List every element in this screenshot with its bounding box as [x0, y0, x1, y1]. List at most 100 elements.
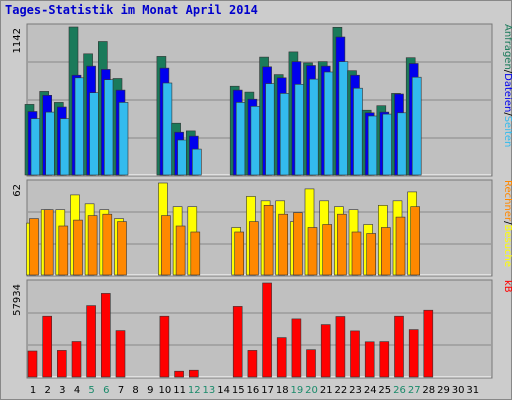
- bar-seiten-day-7: [118, 102, 129, 176]
- legend-entry: Anfragen: [502, 24, 512, 70]
- x-tick-label-17: 17: [261, 385, 274, 396]
- bar-rechner-day-1: [29, 218, 39, 276]
- bar-rechner-day-27: [410, 206, 421, 276]
- legend-entry: Dateien: [502, 73, 512, 112]
- bar-rechner-day-2: [43, 209, 54, 276]
- bar-kb-day-2: [42, 315, 53, 378]
- x-tick-label-4: 4: [74, 385, 80, 396]
- bar-rechner-day-25: [380, 227, 391, 276]
- bar-rechner-day-11: [175, 225, 186, 276]
- x-tick-label-22: 22: [335, 385, 348, 396]
- x-tick-label-15: 15: [232, 385, 245, 396]
- x-tick-label-10: 10: [159, 385, 172, 396]
- legend-kb: kB: [502, 280, 512, 293]
- x-tick-label-13: 13: [203, 385, 216, 396]
- bar-kb-day-28: [423, 309, 434, 378]
- x-tick-label-30: 30: [452, 385, 465, 396]
- chart-title: Tages-Statistik im Monat April 2014: [5, 3, 258, 17]
- bar-seiten-day-6: [104, 79, 114, 176]
- x-tick-label-8: 8: [132, 385, 138, 396]
- bar-rechner-day-3: [58, 225, 69, 276]
- bar-rechner-day-7: [117, 221, 127, 276]
- bar-rechner-day-19: [293, 212, 303, 276]
- bar-kb-day-10: [159, 315, 170, 378]
- bar-seiten-day-12: [192, 148, 202, 176]
- bar-rechner-day-4: [73, 219, 83, 276]
- bar-kb-day-26: [394, 315, 404, 378]
- legend-entry: /: [502, 112, 512, 116]
- x-tick-label-29: 29: [437, 385, 450, 396]
- x-tick-label-1: 1: [30, 385, 36, 396]
- x-tick-label-18: 18: [276, 385, 289, 396]
- x-tick-label-20: 20: [305, 385, 318, 396]
- y-max-label-visits: 62: [12, 184, 23, 197]
- y-max-label-kb: 57934: [12, 284, 23, 316]
- x-tick-label-27: 27: [408, 385, 421, 396]
- bar-kb-day-25: [379, 341, 390, 378]
- x-tick-label-5: 5: [88, 385, 94, 396]
- bar-kb-day-16: [247, 350, 258, 378]
- bar-seiten-day-20: [309, 78, 319, 176]
- bar-seiten-day-23: [353, 87, 363, 176]
- bar-seiten-day-22: [338, 61, 349, 176]
- bar-kb-day-6: [101, 293, 111, 378]
- bar-seiten-day-5: [89, 92, 99, 176]
- x-tick-label-2: 2: [45, 385, 51, 396]
- bar-seiten-day-15: [235, 102, 246, 176]
- x-tick-label-24: 24: [364, 385, 377, 396]
- bar-kb-day-11: [174, 370, 184, 378]
- bar-seiten-day-16: [250, 106, 261, 176]
- bar-rechner-day-24: [366, 233, 377, 276]
- x-tick-label-11: 11: [173, 385, 186, 396]
- bar-kb-day-27: [408, 329, 419, 378]
- legend-entry: kB: [502, 280, 512, 293]
- legend-entry: Seiten: [502, 116, 512, 148]
- x-tick-label-3: 3: [59, 385, 65, 396]
- legend-entry: /: [502, 70, 512, 74]
- panel-kb: [26, 279, 493, 379]
- bar-rechner-day-6: [102, 213, 113, 276]
- bar-kb-day-23: [350, 330, 360, 378]
- bar-kb-day-18: [276, 337, 287, 378]
- bar-rechner-day-10: [161, 215, 171, 276]
- bar-rechner-day-18: [278, 213, 289, 276]
- x-tick-label-23: 23: [349, 385, 362, 396]
- bar-seiten-day-21: [323, 71, 334, 176]
- bar-kb-day-4: [71, 341, 82, 378]
- bar-kb-day-3: [56, 350, 67, 378]
- x-tick-label-19: 19: [291, 385, 304, 396]
- y-max-label-hits: 1142: [12, 28, 23, 53]
- x-tick-label-25: 25: [378, 385, 391, 396]
- bar-rechner-day-17: [263, 205, 274, 276]
- bar-rechner-day-12: [190, 231, 201, 276]
- bar-seiten-day-18: [279, 93, 290, 176]
- x-tick-label-12: 12: [188, 385, 201, 396]
- x-tick-label-6: 6: [103, 385, 109, 396]
- bar-kb-day-21: [320, 324, 331, 378]
- bar-seiten-day-26: [397, 112, 407, 176]
- bar-kb-day-17: [262, 282, 272, 378]
- bar-kb-day-19: [291, 318, 302, 378]
- bar-rechner-day-16: [249, 221, 259, 276]
- legend-entry: Besuche: [502, 224, 512, 267]
- bar-seiten-day-17: [265, 83, 275, 176]
- x-tick-label-21: 21: [320, 385, 333, 396]
- bar-seiten-day-3: [59, 118, 70, 176]
- bar-seiten-day-1: [30, 118, 41, 176]
- x-tick-label-31: 31: [466, 385, 479, 396]
- bar-rechner-day-15: [234, 231, 244, 276]
- bar-seiten-day-25: [382, 113, 393, 176]
- x-tick-label-7: 7: [118, 385, 124, 396]
- bar-kb-day-5: [86, 305, 96, 378]
- legend-hits: Anfragen/Dateien/Seiten: [502, 24, 512, 147]
- x-tick-label-9: 9: [147, 385, 153, 396]
- legend-entry: Rechner: [502, 180, 512, 222]
- bar-rechner-day-5: [87, 215, 98, 276]
- bar-kb-day-15: [232, 306, 243, 378]
- bar-seiten-day-27: [411, 76, 422, 176]
- bar-seiten-day-10: [162, 82, 173, 176]
- bar-seiten-day-4: [74, 77, 85, 176]
- bar-kb-day-22: [335, 316, 346, 378]
- bar-seiten-day-11: [177, 139, 187, 176]
